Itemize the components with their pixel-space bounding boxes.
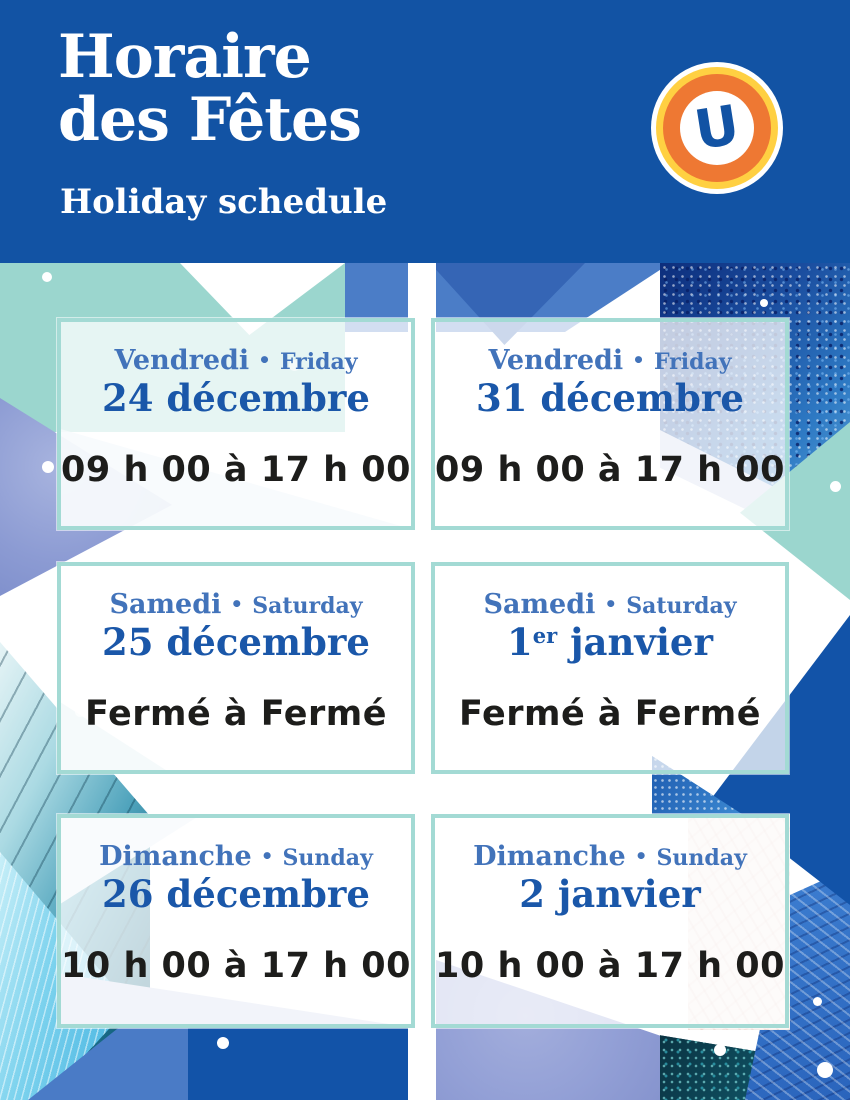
title-line-fr-2: des Fêtes	[58, 85, 362, 155]
title-line-fr-1: Horaire	[58, 22, 312, 92]
schedule-card-dec31: Vendredi • Friday 31 décembre 09 h 00 à 17…	[431, 318, 789, 530]
day-name-en: Saturday	[626, 593, 737, 619]
schedule-card-dec24: Vendredi • Friday 24 décembre 09 h 00 à 17…	[57, 318, 415, 530]
date-text-rest: janvier	[557, 620, 713, 664]
logo-center: U	[680, 91, 754, 165]
opening-hours: Fermé à Fermé	[459, 694, 761, 734]
date-text: 25 décembre	[102, 620, 370, 664]
day-name-fr: Samedi	[109, 589, 222, 620]
schedule-card-dec25: Samedi • Saturday 25 décembre Fermé à Ferm…	[57, 562, 415, 774]
header-banner: Horaire des Fêtes Holiday schedule U	[0, 0, 850, 263]
day-line: Samedi • Saturday	[435, 590, 785, 621]
schedule-card-jan2: Dimanche • Sunday 2 janvier 10 h 00 à 17 h…	[431, 814, 789, 1028]
bullet-separator: •	[230, 592, 244, 616]
date-superscript: er	[532, 623, 558, 648]
date-text: 2 janvier	[519, 872, 701, 916]
snow-dot	[817, 1062, 833, 1078]
bullet-separator: •	[604, 592, 618, 616]
date-line: 24 décembre	[61, 377, 411, 425]
schedule-card-dec26: Dimanche • Sunday 26 décembre 10 h 00 à 17…	[57, 814, 415, 1028]
opening-hours: Fermé à Fermé	[85, 694, 387, 734]
snow-dot	[714, 1044, 726, 1056]
date-text: 24 décembre	[102, 376, 370, 420]
bullet-separator: •	[632, 348, 645, 372]
page-subtitle: Holiday schedule	[60, 182, 388, 222]
day-name-en: Sunday	[656, 845, 747, 871]
day-line: Dimanche • Sunday	[435, 842, 785, 873]
pharmacy-logo: U	[651, 62, 783, 194]
day-name-fr: Vendredi	[488, 345, 624, 376]
day-line: Samedi • Saturday	[61, 590, 411, 621]
opening-hours: 09 h 00 à 17 h 00	[61, 450, 411, 490]
schedule-card-jan1: Samedi • Saturday 1er janvier Fermé à Ferm…	[431, 562, 789, 774]
day-line: Vendredi • Friday	[61, 346, 411, 377]
opening-hours: 09 h 00 à 17 h 00	[435, 450, 785, 490]
day-name-en: Friday	[653, 349, 732, 375]
date-line: 26 décembre	[61, 873, 411, 921]
opening-hours: 10 h 00 à 17 h 00	[61, 946, 411, 986]
bullet-separator: •	[258, 348, 271, 372]
day-line: Vendredi • Friday	[435, 346, 785, 377]
day-name-en: Sunday	[282, 845, 373, 871]
snow-dot	[42, 272, 52, 282]
page-title: Horaire des Fêtes	[58, 22, 362, 155]
snow-dot	[217, 1037, 229, 1049]
opening-hours: 10 h 00 à 17 h 00	[435, 946, 785, 986]
snow-dot	[813, 997, 822, 1006]
bullet-separator: •	[634, 844, 648, 868]
day-name-fr: Dimanche	[99, 841, 252, 872]
date-line: 1er janvier	[435, 621, 785, 669]
day-name-fr: Samedi	[483, 589, 596, 620]
day-name-fr: Vendredi	[114, 345, 250, 376]
date-line: 25 décembre	[61, 621, 411, 669]
day-name-en: Saturday	[252, 593, 363, 619]
date-line: 31 décembre	[435, 377, 785, 425]
date-text: 1	[507, 620, 533, 664]
logo-u-letter: U	[690, 92, 744, 163]
day-name-fr: Dimanche	[473, 841, 626, 872]
snow-dot	[42, 461, 54, 473]
day-line: Dimanche • Sunday	[61, 842, 411, 873]
date-text: 31 décembre	[476, 376, 744, 420]
date-text: 26 décembre	[102, 872, 370, 916]
snow-dot	[830, 481, 841, 492]
bullet-separator: •	[260, 844, 274, 868]
snow-dot	[760, 299, 768, 307]
date-line: 2 janvier	[435, 873, 785, 921]
day-name-en: Friday	[279, 349, 358, 375]
